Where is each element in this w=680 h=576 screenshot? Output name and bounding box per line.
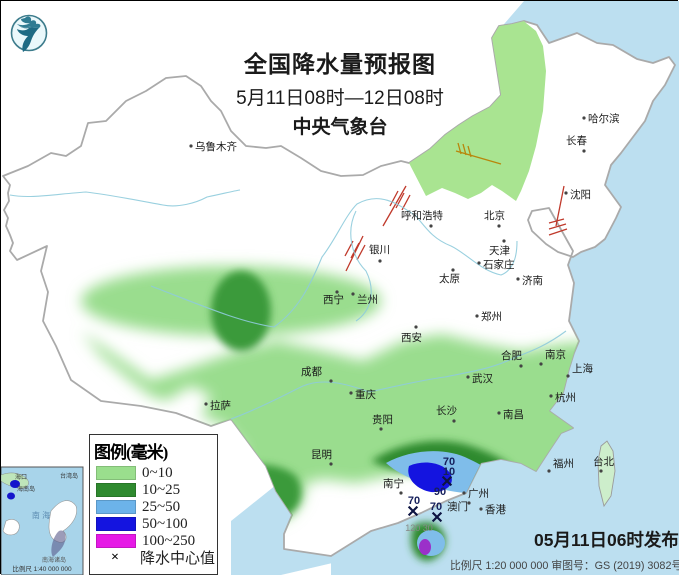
svg-text:广州: 广州 — [468, 488, 489, 500]
svg-text:成都: 成都 — [301, 366, 322, 378]
svg-text:福州: 福州 — [553, 457, 574, 470]
svg-text:90: 90 — [434, 486, 446, 498]
svg-text:重庆: 重庆 — [355, 388, 376, 401]
svg-text:澳门: 澳门 — [447, 500, 468, 513]
svg-text:呼和浩特: 呼和浩特 — [401, 210, 443, 222]
svg-text:南昌: 南昌 — [503, 408, 524, 421]
svg-text:昆明: 昆明 — [311, 449, 332, 461]
svg-text:济南: 济南 — [522, 274, 543, 287]
svg-text:120 30: 120 30 — [405, 523, 433, 533]
svg-text:西宁: 西宁 — [323, 293, 344, 306]
svg-text:比例尺 1:20 000 000 审图号：GS (201: 比例尺 1:20 000 000 审图号：GS (2019) 3082号 — [450, 558, 679, 572]
svg-text:台北: 台北 — [593, 455, 614, 468]
svg-text:乌鲁木齐: 乌鲁木齐 — [195, 140, 237, 153]
svg-text:天津: 天津 — [489, 245, 510, 257]
svg-text:70: 70 — [430, 501, 442, 513]
svg-text:合肥: 合肥 — [501, 349, 522, 362]
svg-text:贵阳: 贵阳 — [372, 413, 393, 426]
svg-text:石家庄: 石家庄 — [483, 258, 515, 271]
svg-text:拉萨: 拉萨 — [210, 399, 231, 412]
svg-text:兰州: 兰州 — [357, 293, 378, 306]
svg-text:上海: 上海 — [572, 362, 593, 375]
svg-text:台湾岛: 台湾岛 — [60, 472, 78, 480]
svg-text:杭州: 杭州 — [555, 391, 576, 404]
svg-text:银川: 银川 — [369, 243, 390, 256]
svg-text:郑州: 郑州 — [481, 310, 502, 323]
svg-text:70: 70 — [408, 495, 420, 507]
svg-text:南宁: 南宁 — [383, 477, 404, 490]
svg-text:南京: 南京 — [545, 348, 566, 361]
svg-text:西安: 西安 — [401, 331, 422, 344]
svg-text:海南岛: 海南岛 — [17, 485, 35, 493]
svg-text:长沙: 长沙 — [436, 405, 457, 417]
svg-text:沈阳: 沈阳 — [570, 188, 591, 201]
svg-text:北京: 北京 — [484, 209, 505, 222]
svg-text:太原: 太原 — [439, 272, 460, 285]
svg-text:05月11日06时发布: 05月11日06时发布 — [534, 530, 679, 550]
svg-text:海口: 海口 — [15, 473, 27, 481]
svg-text:南海诸岛: 南海诸岛 — [42, 556, 66, 564]
svg-text:南 海: 南 海 — [32, 510, 50, 520]
svg-text:比例尺 1:40 000 000: 比例尺 1:40 000 000 — [12, 564, 72, 573]
svg-text:香港: 香港 — [485, 504, 506, 516]
svg-text:武汉: 武汉 — [472, 372, 493, 385]
svg-text:10: 10 — [443, 466, 455, 478]
